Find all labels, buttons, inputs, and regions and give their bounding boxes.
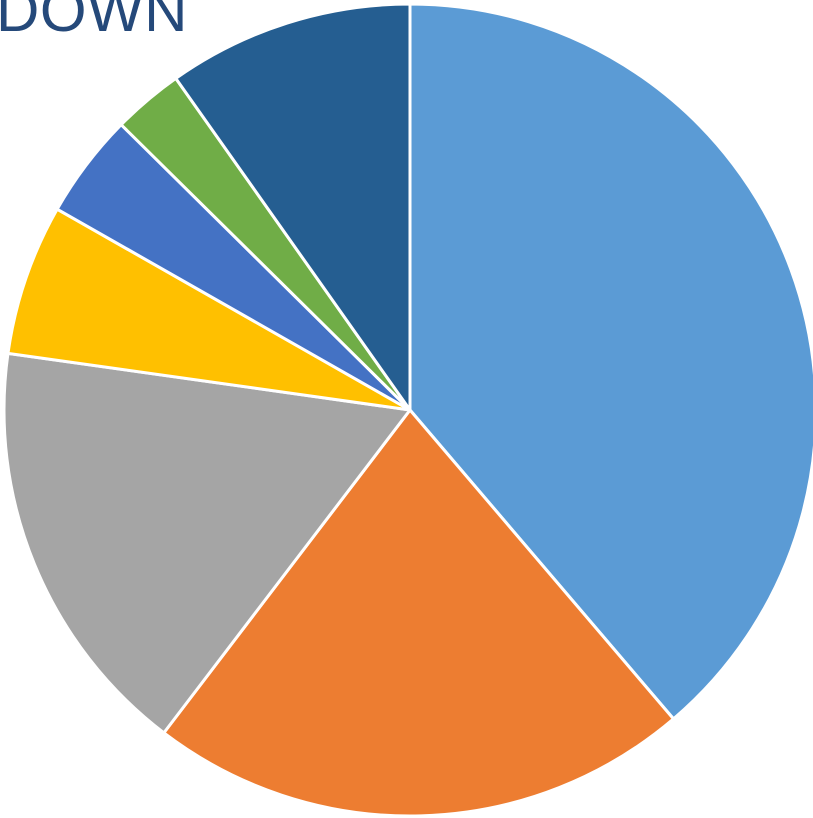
- pie-slices: [4, 4, 813, 816]
